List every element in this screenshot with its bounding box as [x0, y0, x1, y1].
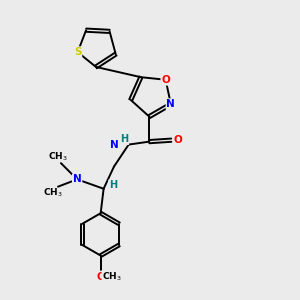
Text: H: H: [120, 134, 128, 144]
Text: N: N: [110, 140, 119, 150]
Text: H: H: [109, 180, 117, 190]
Text: O: O: [96, 272, 105, 282]
Text: CH$_3$: CH$_3$: [102, 271, 122, 283]
Text: CH$_3$: CH$_3$: [43, 186, 62, 199]
Text: O: O: [161, 75, 170, 85]
Text: CH$_3$: CH$_3$: [47, 151, 67, 164]
Text: O: O: [173, 135, 182, 145]
Text: N: N: [167, 99, 175, 109]
Text: S: S: [74, 47, 81, 57]
Text: N: N: [73, 174, 82, 184]
